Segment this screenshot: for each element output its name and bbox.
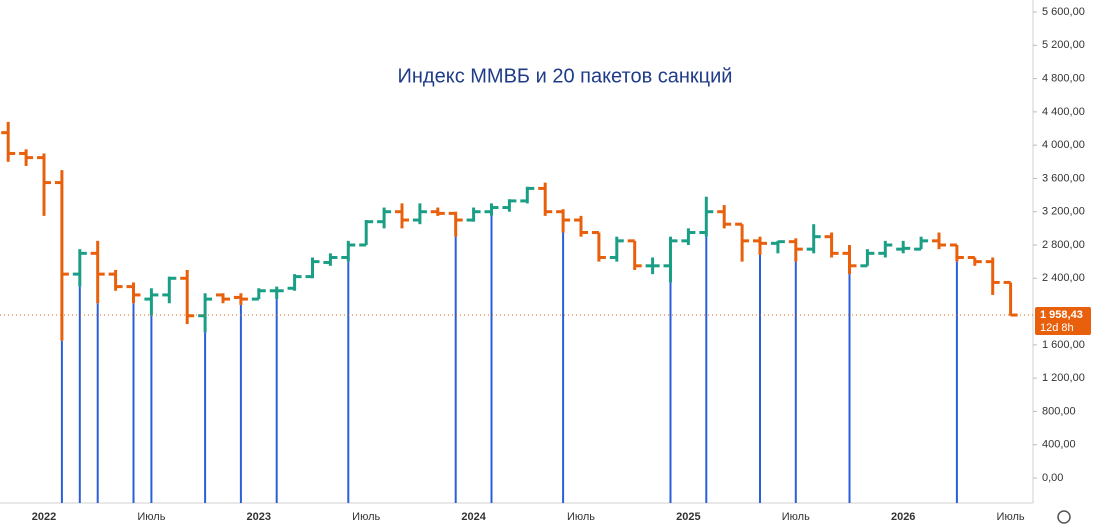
y-tick-label: 2 400,00 <box>1042 272 1085 284</box>
y-tick-label: 2 800,00 <box>1042 239 1085 251</box>
y-tick-label: 4 800,00 <box>1042 72 1085 84</box>
y-tick-label: 5 600,00 <box>1042 6 1085 18</box>
x-tick-label: Июль <box>352 511 380 523</box>
x-tick-label: 2026 <box>891 511 915 523</box>
y-tick-label: 4 000,00 <box>1042 139 1085 151</box>
x-tick-label: 2023 <box>247 511 271 523</box>
x-tick-label: 2024 <box>461 511 486 523</box>
x-tick-label: 2022 <box>32 511 56 523</box>
y-tick-label: 1 200,00 <box>1042 372 1085 384</box>
last-price-label: 1 958,43 <box>1040 309 1083 321</box>
y-tick-label: 1 600,00 <box>1042 339 1085 351</box>
countdown-label: 12d 8h <box>1040 322 1074 334</box>
last-price-box <box>1035 307 1091 336</box>
y-tick-label: 0,00 <box>1042 472 1063 484</box>
settings-icon[interactable] <box>1057 510 1071 524</box>
x-tick-label: Июль <box>997 511 1025 523</box>
y-tick-label: 3 200,00 <box>1042 206 1085 218</box>
x-tick-label: Июль <box>137 511 165 523</box>
x-tick-label: Июль <box>782 511 810 523</box>
chart-title: Индекс ММВБ и 20 пакетов санкций <box>398 65 733 87</box>
x-tick-label: 2025 <box>676 511 700 523</box>
y-tick-label: 3 600,00 <box>1042 172 1085 184</box>
y-tick-label: 5 200,00 <box>1042 39 1085 51</box>
x-tick-label: Июль <box>567 511 595 523</box>
y-tick-label: 400,00 <box>1042 439 1076 451</box>
y-tick-label: 4 400,00 <box>1042 106 1085 118</box>
y-tick-label: 800,00 <box>1042 405 1076 417</box>
